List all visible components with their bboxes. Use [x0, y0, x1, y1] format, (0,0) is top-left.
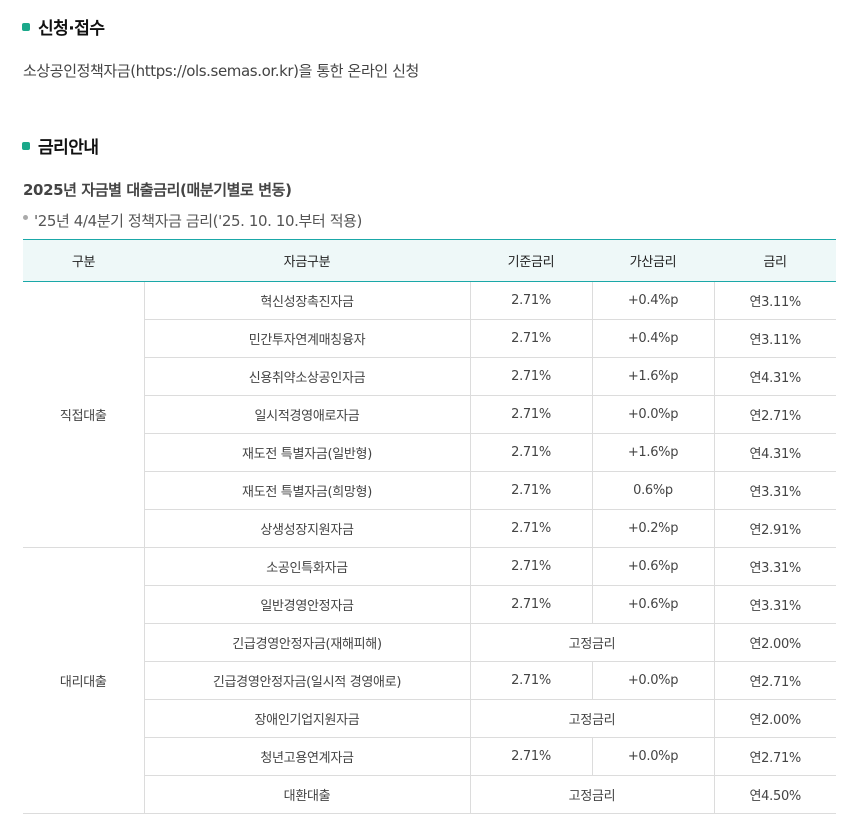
fund-cell: 대환대출: [143, 775, 470, 814]
add-rate-cell: +0.6%p: [591, 585, 714, 624]
fund-cell: 긴급경영안정자금(재해피해): [143, 623, 470, 662]
table-row: 일반경영안정자금 2.71% +0.6%p 연3.31%: [23, 585, 836, 624]
table-row: 긴급경영안정자금(재해피해) 고정금리 연2.00%: [23, 623, 836, 662]
rate-cell: 연2.00%: [713, 623, 836, 662]
base-rate-cell: 2.71%: [469, 319, 592, 358]
rate-cell: 연2.71%: [713, 737, 836, 776]
rate-cell: 연3.11%: [713, 319, 836, 358]
table-row: 상생성장지원자금 2.71% +0.2%p 연2.91%: [23, 509, 836, 548]
fixed-rate-cell: 고정금리: [469, 623, 714, 662]
rate-cell: 연4.31%: [713, 433, 836, 472]
table-row: 민간투자연계매칭융자 2.71% +0.4%p 연3.11%: [23, 319, 836, 358]
fund-cell: 민간투자연계매칭융자: [143, 319, 470, 358]
header-category: 구분: [23, 239, 144, 282]
table-row: 장애인기업지원자금 고정금리 연2.00%: [23, 699, 836, 738]
base-rate-cell: 2.71%: [469, 585, 592, 624]
base-rate-cell: 2.71%: [469, 433, 592, 472]
base-rate-cell: 2.71%: [469, 357, 592, 396]
base-rate-cell: 2.71%: [469, 471, 592, 510]
fixed-rate-cell: 고정금리: [469, 775, 714, 814]
rate-table: 구분 자금구분 기준금리 가산금리 금리 직접대출 혁신성장촉진자금 2.71% +0…: [23, 239, 836, 814]
fund-cell: 긴급경영안정자금(일시적 경영애로): [143, 661, 470, 700]
fund-cell: 신용취약소상공인자금: [143, 357, 470, 396]
header-base-rate: 기준금리: [470, 239, 592, 282]
add-rate-cell: +1.6%p: [591, 357, 714, 396]
rate-cell: 연3.11%: [713, 281, 836, 320]
table-row: 일시적경영애로자금 2.71% +0.0%p 연2.71%: [23, 395, 836, 434]
add-rate-cell: +0.4%p: [591, 319, 714, 358]
table-row: 신용취약소상공인자금 2.71% +1.6%p 연4.31%: [23, 357, 836, 396]
fund-cell: 상생성장지원자금: [143, 509, 470, 548]
add-rate-cell: +0.2%p: [591, 509, 714, 548]
section-heading-apply: 신청·접수: [22, 14, 105, 39]
fund-cell: 재도전 특별자금(희망형): [143, 471, 470, 510]
add-rate-cell: +0.0%p: [591, 737, 714, 776]
add-rate-cell: 0.6%p: [591, 471, 714, 510]
table-row: 청년고용연계자금 2.71% +0.0%p 연2.71%: [23, 737, 836, 776]
bullet-icon: [22, 22, 30, 31]
fund-cell: 장애인기업지원자금: [143, 699, 470, 738]
table-row: 대리대출 소공인특화자금 2.71% +0.6%p 연3.31%: [23, 547, 836, 814]
rate-cell: 연2.71%: [713, 395, 836, 434]
base-rate-cell: 2.71%: [469, 661, 592, 700]
fund-cell: 일반경영안정자금: [143, 585, 470, 624]
fund-cell: 재도전 특별자금(일반형): [143, 433, 470, 472]
rate-cell: 연4.50%: [713, 775, 836, 814]
header-rate: 금리: [714, 239, 836, 282]
fund-cell: 청년고용연계자금: [143, 737, 470, 776]
table-header-row: 구분 자금구분 기준금리 가산금리 금리: [23, 239, 836, 282]
fund-cell: 소공인특화자금: [143, 547, 470, 586]
base-rate-cell: 2.71%: [469, 737, 592, 776]
table-row: 긴급경영안정자금(일시적 경영애로) 2.71% +0.0%p 연2.71%: [23, 661, 836, 700]
base-rate-cell: 2.71%: [469, 547, 592, 586]
apply-text: 소상공인정책자금(https://ols.semas.or.kr)을 통한 온라…: [23, 62, 419, 80]
group-cell: 직접대출: [23, 281, 144, 548]
base-rate-cell: 2.71%: [469, 281, 592, 320]
rate-note: '25년 4/4분기 정책자금 금리('25. 10. 10.부터 적용): [23, 210, 362, 231]
rate-cell: 연2.71%: [713, 661, 836, 700]
add-rate-cell: +0.4%p: [591, 281, 714, 320]
add-rate-cell: +0.0%p: [591, 395, 714, 434]
rate-cell: 연4.31%: [713, 357, 836, 396]
section-heading-rate: 금리안내: [22, 133, 99, 158]
bullet-icon: [22, 141, 30, 150]
fund-cell: 혁신성장촉진자금: [143, 281, 470, 320]
rate-cell: 연2.91%: [713, 509, 836, 548]
table-row: 직접대출 혁신성장촉진자금 2.71% +0.4%p 연3.11%: [23, 281, 836, 548]
section-title: 금리안내: [38, 138, 99, 158]
rate-cell: 연3.31%: [713, 471, 836, 510]
rate-cell: 연2.00%: [713, 699, 836, 738]
fund-cell: 일시적경영애로자금: [143, 395, 470, 434]
table-body: 직접대출 혁신성장촉진자금 2.71% +0.4%p 연3.11% 민간투자연계매칭융자 2…: [23, 281, 836, 814]
header-fund: 자금구분: [144, 239, 470, 282]
rate-note-text: '25년 4/4분기 정책자금 금리('25. 10. 10.부터 적용): [34, 212, 362, 230]
base-rate-cell: 2.71%: [469, 395, 592, 434]
header-add-rate: 가산금리: [592, 239, 714, 282]
dot-bullet-icon: [23, 215, 28, 220]
add-rate-cell: +1.6%p: [591, 433, 714, 472]
table-row: 대환대출 고정금리 연4.50%: [23, 775, 836, 814]
table-row: 재도전 특별자금(희망형) 2.71% 0.6%p 연3.31%: [23, 471, 836, 510]
fixed-rate-cell: 고정금리: [469, 699, 714, 738]
section-title: 신청·접수: [38, 19, 105, 39]
add-rate-cell: +0.6%p: [591, 547, 714, 586]
add-rate-cell: +0.0%p: [591, 661, 714, 700]
rate-cell: 연3.31%: [713, 547, 836, 586]
group-cell: 대리대출: [23, 547, 144, 814]
table-row: 재도전 특별자금(일반형) 2.71% +1.6%p 연4.31%: [23, 433, 836, 472]
rate-subtitle: 2025년 자금별 대출금리(매분기별로 변동): [23, 181, 292, 199]
base-rate-cell: 2.71%: [469, 509, 592, 548]
rate-cell: 연3.31%: [713, 585, 836, 624]
